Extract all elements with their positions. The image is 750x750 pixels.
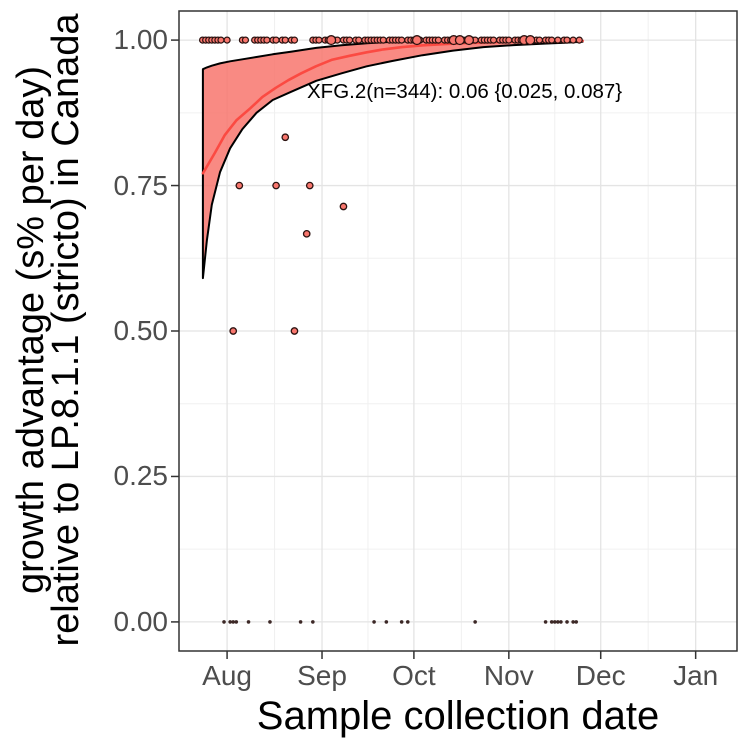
data-point-zero — [571, 620, 575, 624]
y-axis-title-line2: relative to LP.8.1.1 (stricto) in Canada — [45, 13, 87, 647]
data-point-top — [290, 36, 299, 44]
data-point-mid — [229, 327, 238, 335]
data-point-top-large — [411, 35, 423, 46]
y-tick-label: 0.75 — [113, 169, 169, 201]
data-point-top-large — [454, 35, 465, 46]
data-point-top — [563, 36, 571, 44]
data-point-top — [505, 36, 513, 44]
data-point-mid — [235, 181, 244, 190]
data-point-top — [434, 36, 442, 44]
data-point-zero — [543, 620, 548, 624]
data-point-mid — [281, 133, 290, 142]
data-point-top — [489, 36, 498, 44]
data-point-zero — [268, 620, 272, 624]
data-point-zero — [549, 620, 554, 624]
confidence-ribbon — [201, 39, 584, 280]
annotation-label: XFG.2(n=344): 0.06 {0.025, 0.087} — [307, 80, 623, 103]
data-point-mid — [339, 202, 348, 211]
y-axis-title-line1: growth advantage (s% per day) — [10, 65, 52, 595]
data-point-mid — [290, 327, 299, 335]
data-point-top — [315, 36, 323, 44]
x-tick-label: Aug — [202, 660, 252, 691]
data-point-mid — [302, 229, 311, 238]
data-point-zero — [473, 620, 477, 624]
data-point-top — [272, 36, 280, 44]
data-point-zero — [228, 620, 232, 624]
data-point-top — [569, 36, 577, 44]
y-tick-label: 0.00 — [113, 605, 169, 637]
x-tick-label: Nov — [483, 660, 534, 691]
x-tick-label: Sep — [297, 660, 347, 691]
data-point-top — [535, 36, 544, 44]
data-point-mid — [305, 181, 314, 190]
data-point-zero — [574, 620, 579, 624]
data-point-zero — [222, 620, 226, 624]
x-tick-label: Oct — [392, 660, 436, 691]
data-point-top — [281, 36, 289, 44]
data-point-top — [217, 36, 225, 44]
data-point-zero — [234, 620, 239, 624]
y-tick-label: 0.50 — [113, 315, 169, 346]
data-point-top-large — [525, 35, 536, 46]
data-point-top-large — [463, 35, 475, 46]
data-point-zero — [399, 620, 404, 624]
data-point-mid — [272, 181, 280, 190]
data-point-top — [355, 36, 363, 44]
data-point-zero — [246, 620, 251, 624]
data-point-top — [379, 36, 387, 44]
data-point-top — [554, 36, 562, 44]
y-tick-label: 0.25 — [113, 460, 169, 492]
data-point-zero — [565, 620, 569, 624]
data-point-zero — [298, 620, 303, 624]
data-point-zero — [559, 620, 563, 624]
data-point-zero — [372, 620, 376, 624]
x-tick-label: Jan — [673, 660, 719, 691]
y-tick-label: 1.00 — [113, 24, 169, 56]
data-point-top — [241, 36, 250, 44]
data-point-top — [548, 36, 556, 44]
x-tick-label: Dec — [575, 660, 626, 691]
data-point-top — [575, 36, 583, 44]
data-point-top — [398, 36, 406, 44]
data-point-zero — [231, 620, 236, 624]
data-point-zero — [384, 620, 389, 624]
data-point-top — [263, 36, 271, 44]
data-point-zero — [552, 620, 557, 624]
data-point-top-large — [326, 35, 337, 46]
data-point-top — [223, 36, 231, 44]
data-point-top — [345, 36, 354, 44]
data-point-zero — [405, 620, 410, 624]
data-point-zero — [311, 620, 315, 624]
x-axis-title: Sample collection date — [256, 694, 660, 738]
y-axis-title: growth advantage (s% per day) relative t… — [10, 0, 87, 750]
data-point-zero — [556, 620, 560, 624]
